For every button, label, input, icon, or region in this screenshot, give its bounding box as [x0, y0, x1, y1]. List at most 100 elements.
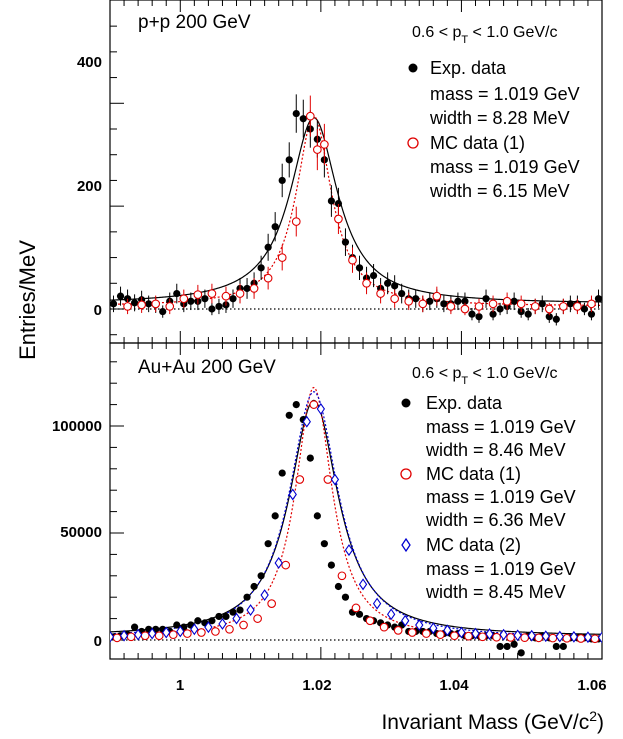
top-mc-data-1-point — [305, 111, 315, 121]
bottom-mc-data-1-point — [154, 631, 164, 641]
bottom-mc-data-2-point — [162, 626, 171, 639]
bottom-mc-data-1-point — [506, 633, 515, 642]
bottom-mc-data-2-point — [597, 631, 602, 644]
bottom-mc-data-1-point — [337, 571, 347, 581]
x-axis-title: Invariant Mass (GeV/c2) — [381, 708, 604, 734]
top-exp-data-point — [566, 300, 574, 308]
top-exp-data-point — [292, 109, 300, 118]
top-legend-mc1-marker — [407, 137, 419, 149]
bottom-panel-ticks — [109, 343, 603, 659]
top-mc-data-1-point — [312, 145, 322, 154]
top-exp-data-point — [594, 295, 602, 303]
bottom-pt-range: 0.6 < pT < 1.0 GeV/c — [412, 365, 558, 387]
top-exp-data-point — [489, 310, 497, 318]
top-mc-data-1-point — [320, 140, 329, 149]
bottom-legend-mc2-label: MC data (2) — [426, 535, 521, 555]
bottom-mc-data-2-point — [110, 630, 115, 643]
bottom-mc-data-1-point — [464, 631, 473, 641]
top-exp-data-point — [580, 305, 589, 313]
xtick-label-1-02: 1.02 — [302, 677, 331, 694]
bottom-exp-data-point — [215, 612, 223, 621]
bottom-mc-data-1-point — [351, 603, 361, 613]
top-exp-data-point — [355, 264, 364, 272]
bottom-mc-data-1-point — [407, 628, 417, 637]
top-exp-data-point — [341, 238, 350, 246]
bottom-mc-data-1-point — [295, 475, 305, 484]
bottom-legend-mc2-mass: mass = 1.019 GeV — [426, 559, 576, 579]
top-mc-data-1-point — [193, 290, 203, 299]
bottom-mc-data-2-point — [302, 415, 311, 428]
top-fit-exp-data — [110, 117, 602, 303]
bottom-exp-data-point — [510, 640, 518, 648]
top-mc-data-1-point — [334, 214, 343, 224]
bottom-exp-data-point — [320, 540, 328, 548]
bottom-exp-data-point — [327, 561, 335, 569]
bottom-fit-mc-data-2 — [110, 391, 602, 637]
top-mc-data-1-point — [348, 255, 357, 265]
bottom-mc-data-2-point — [569, 630, 579, 643]
bottom-mc-data-2-point — [499, 628, 508, 641]
bottom-ytick-label-1: 50000 — [60, 524, 102, 541]
top-exp-data-point — [145, 300, 153, 308]
bottom-mc-data-2-point — [344, 544, 354, 557]
bottom-mc-data-2-point — [372, 597, 382, 610]
y-axis-title: Entries/MeV — [15, 240, 40, 360]
top-exp-data-point — [264, 243, 272, 251]
top-legend-mc1-label: MC data (1) — [430, 133, 525, 153]
bottom-legend-mc1-width: width = 6.36 MeV — [425, 510, 566, 530]
top-exp-data-point — [440, 300, 448, 308]
top-ytick-label-0: 0 — [94, 302, 102, 319]
bottom-exp-data-point — [517, 649, 525, 657]
top-legend-mc1-width: width = 6.15 MeV — [429, 181, 570, 201]
top-mc-data-1-point — [291, 217, 301, 226]
top-mc-data-1-point — [474, 302, 484, 311]
xtick-label-1-06: 1.06 — [577, 677, 606, 694]
bottom-mc-data-2-point — [457, 626, 466, 639]
bottom-mc-data-1-point — [267, 599, 277, 608]
top-mc-data-1-point — [137, 300, 146, 310]
bottom-mc-data-1-point — [562, 633, 572, 643]
top-legend-exp-label: Exp. data — [430, 58, 507, 78]
bottom-legend: Exp. data mass = 1.019 GeV width = 8.46 … — [400, 393, 576, 602]
bottom-mc-data-1-point — [309, 400, 319, 409]
bottom-legend-mc2-width: width = 8.45 MeV — [425, 582, 566, 602]
top-exp-data-point — [398, 289, 406, 298]
bottom-mc-data-1-point — [140, 631, 150, 641]
bottom-exp-data-point — [243, 593, 251, 601]
bottom-mc-data-2-point — [443, 624, 452, 637]
top-mc-data-1-point — [432, 291, 442, 301]
bottom-mc-data-1-point — [421, 629, 431, 638]
top-mc-data-1-point — [587, 299, 596, 309]
top-exp-data-point — [123, 295, 132, 303]
bottom-mc-data-1-point — [590, 634, 600, 644]
bottom-mc-data-1-point — [478, 632, 487, 642]
bottom-mc-data-2-point — [148, 627, 157, 640]
top-exp-data-point — [391, 282, 399, 290]
bottom-exp-data-point — [250, 582, 258, 591]
bottom-exp-data-point — [131, 623, 139, 631]
bottom-exp-data-point — [313, 512, 321, 520]
top-legend-exp-mass: mass = 1.019 GeV — [430, 84, 580, 104]
top-exp-data-point — [334, 199, 343, 208]
bottom-mc-data-1-point — [435, 630, 445, 640]
bottom-mc-data-2-point — [386, 608, 396, 621]
top-mc-data-1-point — [123, 302, 132, 311]
top-mc-data-1-point — [207, 289, 217, 298]
bottom-mc-data-2-point — [330, 473, 340, 486]
top-legend: Exp. data mass = 1.019 GeV width = 8.28 … — [407, 58, 580, 201]
bottom-exp-data-point — [306, 454, 314, 462]
top-mc-data-1-point — [460, 304, 470, 314]
bottom-legend-exp-label: Exp. data — [426, 393, 503, 413]
top-exp-data-point — [524, 310, 532, 318]
bottom-mc-data-2-point — [204, 621, 213, 634]
top-pt-range: 0.6 < pT < 1.0 GeV/c — [412, 24, 558, 46]
top-panel-plot-area — [110, 94, 602, 326]
bottom-exp-data-point — [552, 642, 560, 651]
top-exp-data-point — [412, 295, 420, 303]
top-exp-data-point — [468, 310, 476, 318]
top-mc-data-1-point — [516, 299, 526, 309]
bottom-exp-data-point — [503, 642, 511, 651]
top-exp-data-point — [285, 156, 293, 164]
top-exp-data-point — [201, 295, 209, 303]
bottom-mc-data-2-point — [190, 623, 199, 636]
